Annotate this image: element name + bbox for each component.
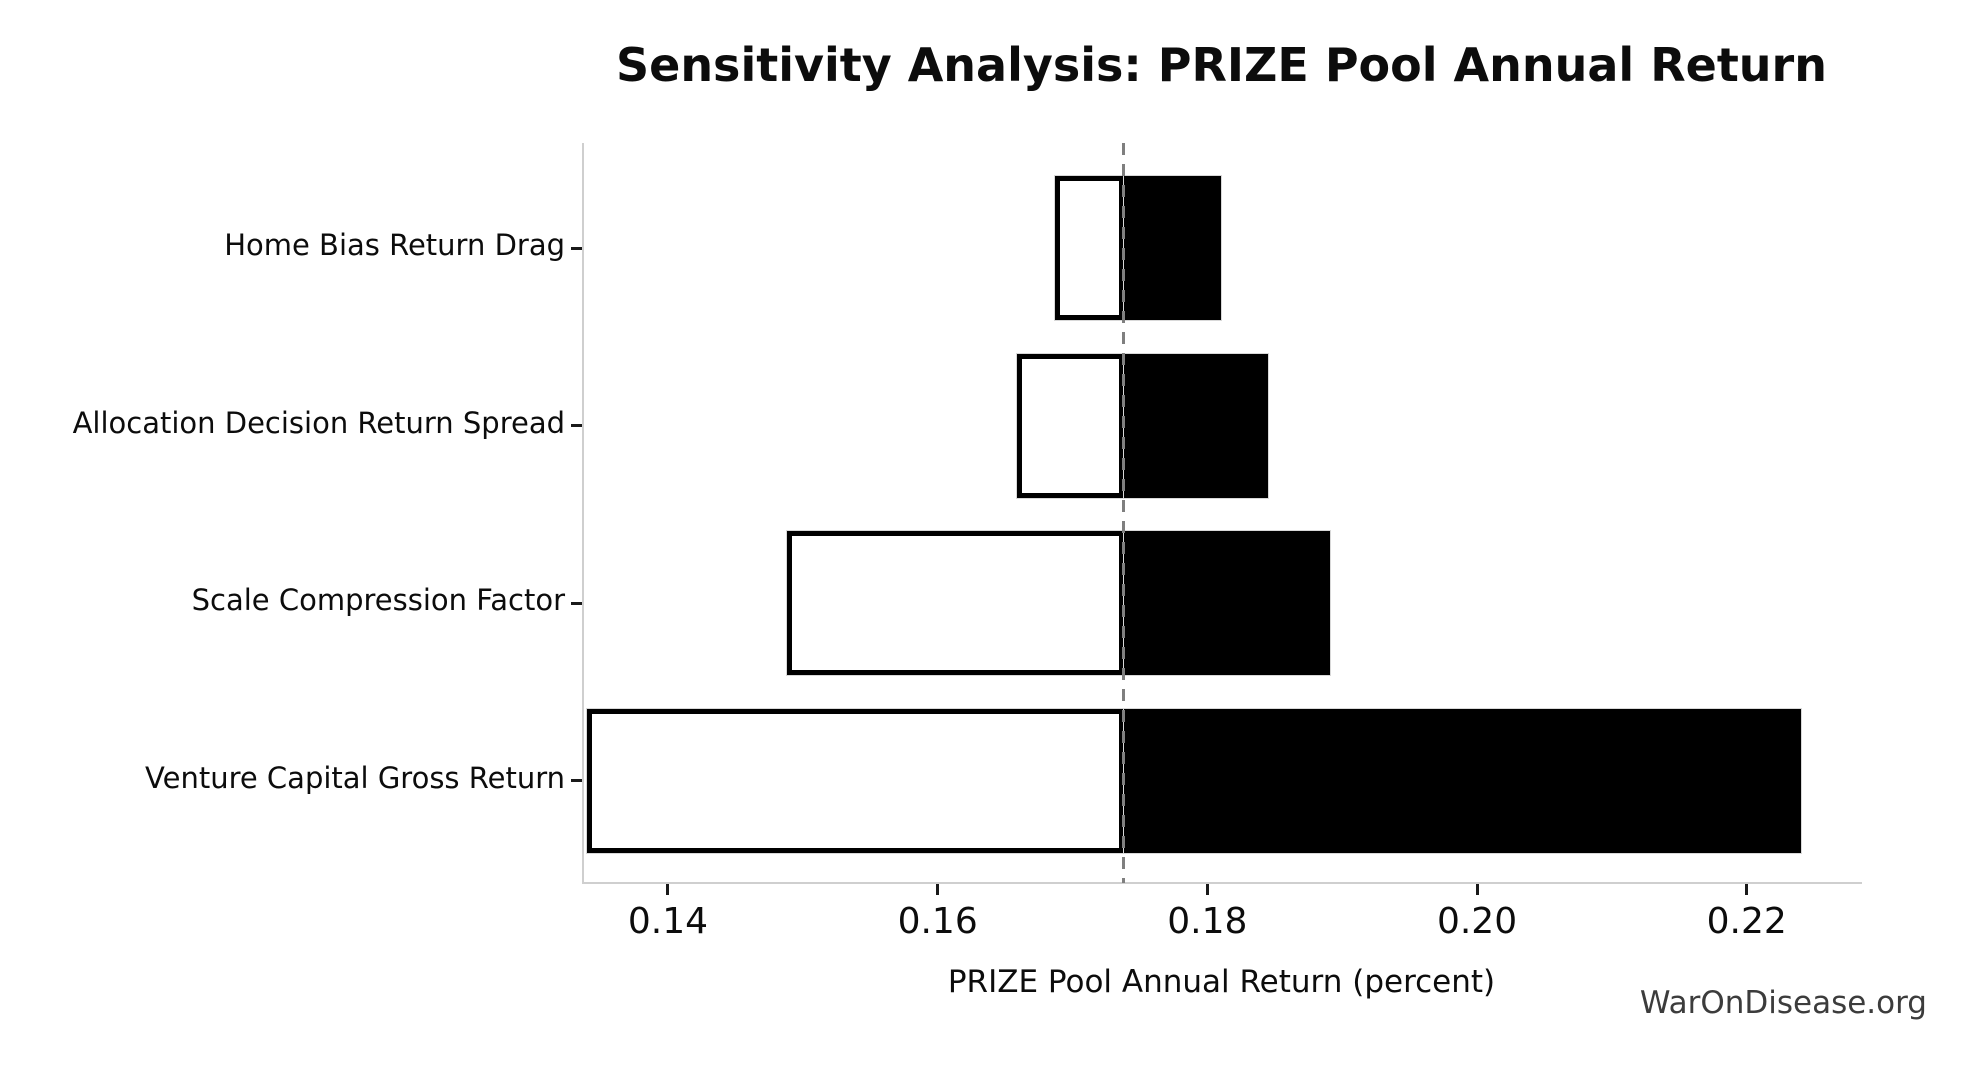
y-tick-mark	[571, 246, 582, 250]
x-tick-label: 0.18	[1167, 901, 1248, 942]
x-axis-label: PRIZE Pool Annual Return (percent)	[947, 964, 1496, 1000]
x-tick-label: 0.20	[1436, 901, 1518, 942]
x-tick-label: 0.16	[897, 901, 978, 942]
y-tick-label: Venture Capital Gross Return	[145, 760, 565, 795]
x-tick-mark	[1745, 884, 1749, 895]
bar-downside-segment	[785, 530, 1125, 676]
y-axis-spine	[582, 143, 584, 883]
bar-downside-segment	[1016, 352, 1125, 499]
chart-title: Sensitivity Analysis: PRIZE Pool Annual …	[615, 38, 1827, 92]
x-axis-spine	[582, 882, 1862, 884]
bar-upside-segment	[1122, 175, 1222, 321]
watermark: WarOnDisease.org	[1639, 985, 1927, 1021]
y-tick-label: Home Bias Return Drag	[224, 228, 565, 262]
bar-downside-segment	[1053, 175, 1125, 321]
x-tick-mark	[1475, 884, 1479, 895]
y-tick-label: Scale Compression Factor	[191, 583, 565, 617]
x-tick-mark	[1205, 884, 1209, 895]
x-tick-mark	[666, 884, 670, 895]
bar-downside-segment	[586, 707, 1125, 854]
y-tick-mark	[571, 779, 582, 782]
x-tick-label: 0.14	[627, 901, 709, 942]
y-tick-label: Allocation Decision Return Spread	[72, 405, 565, 440]
bar-upside-segment	[1122, 707, 1802, 854]
y-tick-mark	[571, 601, 582, 605]
bar-upside-segment	[1122, 352, 1270, 499]
x-tick-label: 0.22	[1706, 901, 1787, 942]
baseline-dashed-line	[1122, 143, 1126, 883]
bar-upside-segment	[1122, 530, 1332, 676]
y-tick-mark	[571, 424, 582, 427]
x-tick-mark	[936, 884, 940, 895]
